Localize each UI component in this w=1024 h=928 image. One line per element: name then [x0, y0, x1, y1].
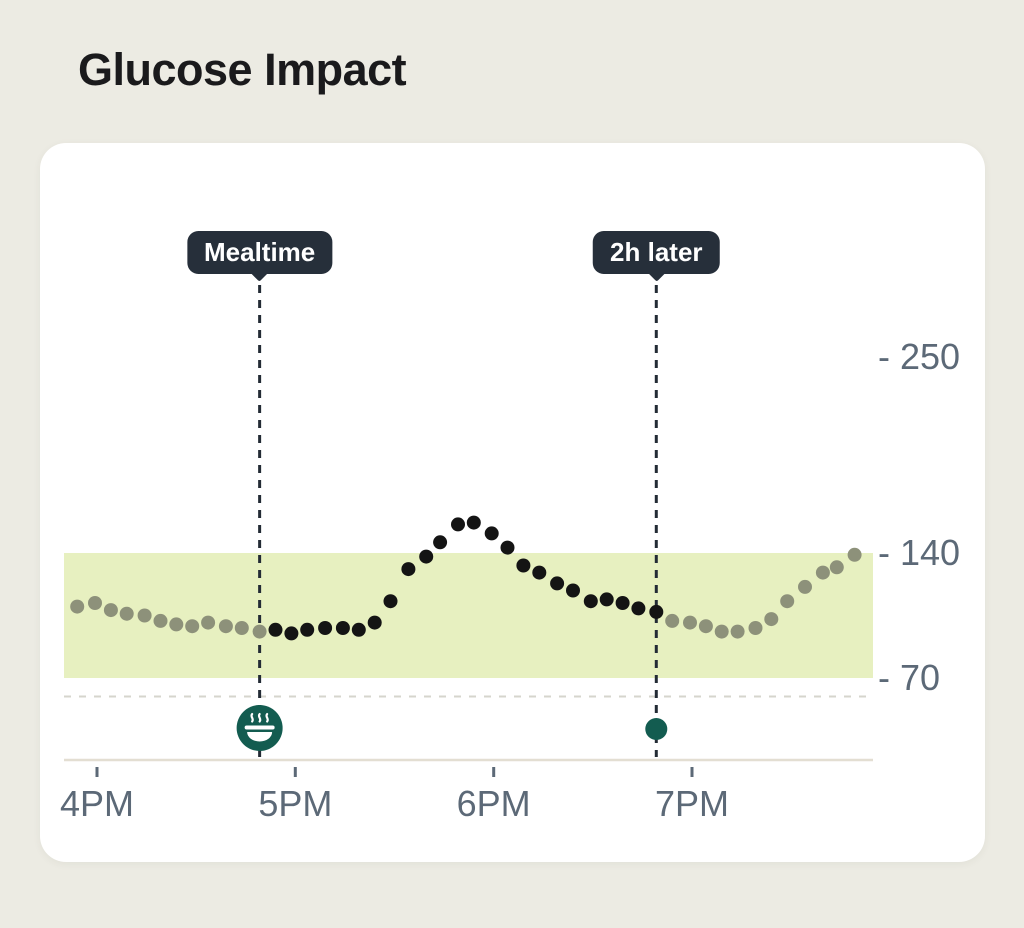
- glucose-dot: [351, 622, 366, 637]
- glucose-dot: [218, 619, 233, 634]
- reading-dot-icon: [645, 718, 668, 740]
- marker-lines: [258, 285, 658, 757]
- glucose-dot: [500, 540, 515, 555]
- glucose-dot: [665, 613, 680, 628]
- glucose-dot: [683, 615, 697, 630]
- x-tick-mark: [95, 767, 99, 777]
- page-title: Glucose Impact: [78, 44, 407, 95]
- glucose-dot: [318, 621, 333, 635]
- glucose-dot: [780, 594, 795, 609]
- x-tick-mark: [690, 767, 694, 777]
- y-tick-mark: -: [878, 656, 890, 698]
- glucose-dot: [252, 624, 267, 639]
- glucose-dot: [70, 599, 85, 614]
- glucose-dot: [367, 615, 382, 630]
- glucose-chart-card: -250-140-70 4PM 5PM 6PM 7PM Mealtime 2h late…: [40, 143, 985, 862]
- glucose-dot: [201, 615, 216, 630]
- glucose-dot: [631, 601, 646, 616]
- glucose-dot: [234, 621, 249, 635]
- glucose-dot: [433, 535, 448, 550]
- glucose-dot: [599, 592, 614, 607]
- glucose-dot: [169, 617, 184, 632]
- marker-badge-label: Mealtime: [203, 237, 316, 267]
- x-tick-mark: [492, 767, 496, 777]
- glucose-dot: [300, 622, 315, 637]
- glucose-dot: [847, 547, 862, 562]
- glucose-dot: [419, 549, 434, 564]
- glucose-dot: [748, 621, 763, 635]
- glucose-dot: [798, 579, 812, 594]
- x-axis-label-5PM: 5PM: [258, 783, 333, 824]
- glucose-dot: [88, 596, 102, 610]
- marker-icons: [235, 703, 668, 753]
- y-tick-mark: -: [878, 532, 890, 573]
- glucose-dot: [764, 612, 779, 627]
- glucose-dot: [615, 596, 630, 610]
- x-axis-ticks: [95, 767, 694, 777]
- marker-badge-label: 2h later: [610, 237, 703, 267]
- x-axis-label-7PM: 7PM: [654, 783, 729, 824]
- glucose-dot: [649, 604, 664, 619]
- glucose-chart-canvas: [64, 285, 873, 777]
- glucose-dot: [335, 621, 350, 635]
- y-axis-label-70: -70: [878, 654, 940, 702]
- glucose-dot: [815, 565, 830, 580]
- glucose-dot: [137, 608, 152, 623]
- meal-bowl-icon[interactable]: [235, 703, 284, 753]
- target-range-band: [64, 553, 873, 678]
- glucose-dot: [730, 624, 745, 639]
- x-axis-label-4PM: 4PM: [59, 783, 135, 824]
- y-tick-mark: -: [878, 335, 890, 377]
- y-tick-value: 70: [900, 656, 941, 698]
- glucose-dot: [566, 583, 580, 598]
- glucose-dot: [185, 619, 200, 634]
- glucose-dot: [103, 603, 118, 618]
- glucose-dot: [550, 576, 565, 591]
- glucose-dot: [484, 526, 499, 541]
- glucose-dot: [401, 562, 416, 577]
- y-tick-value: 140: [900, 532, 961, 573]
- glucose-dot: [284, 626, 299, 641]
- marker-badge-mealtime: Mealtime: [186, 231, 333, 274]
- glucose-dot: [532, 565, 547, 580]
- y-tick-value: 250: [900, 335, 961, 377]
- glucose-dot: [268, 622, 283, 637]
- y-axis-label-140: -140: [878, 529, 960, 577]
- x-tick-mark: [293, 767, 297, 777]
- glucose-dot: [516, 558, 531, 573]
- glucose-dot: [583, 594, 598, 609]
- glucose-dot: [383, 594, 398, 609]
- glucose-dot: [698, 619, 713, 634]
- glucose-dots: [70, 515, 862, 641]
- y-axis-label-250: -250: [878, 333, 960, 381]
- glucose-dot: [451, 517, 465, 532]
- marker-badge-two-hours-later: 2h later: [593, 231, 720, 274]
- x-axis-label-6PM: 6PM: [456, 783, 531, 824]
- glucose-dot: [714, 624, 729, 639]
- glucose-dot: [829, 560, 844, 575]
- glucose-dot: [153, 613, 168, 628]
- glucose-dot: [466, 515, 481, 530]
- glucose-dot: [119, 606, 134, 621]
